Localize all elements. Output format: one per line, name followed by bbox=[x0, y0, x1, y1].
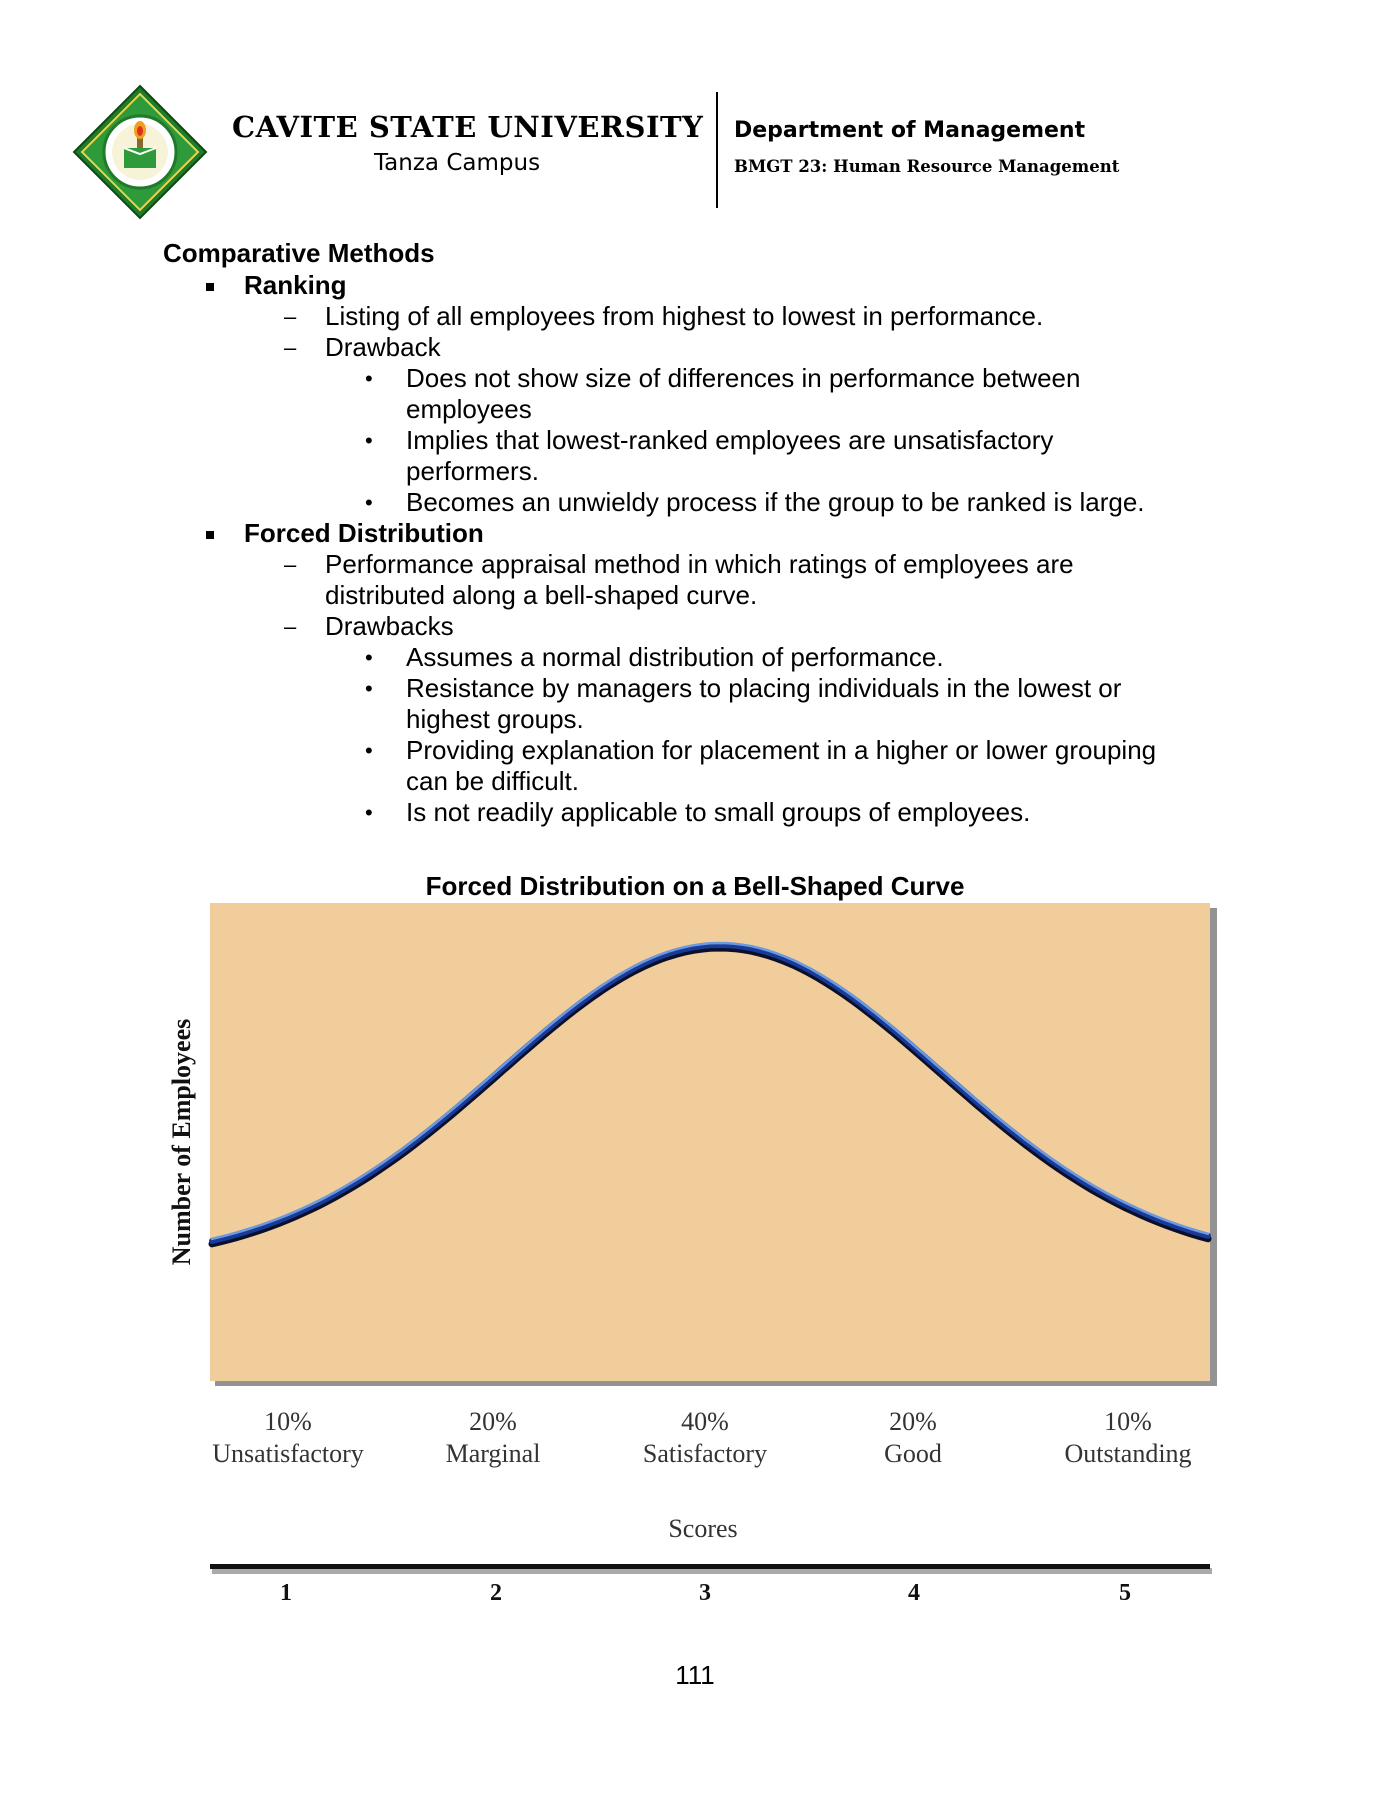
score-tick-label: 5 bbox=[1119, 1580, 1131, 1606]
forced-distribution-heading: Forced Distribution bbox=[244, 518, 484, 548]
page-number: 111 bbox=[675, 1660, 715, 1690]
dot-bullet-icon: • bbox=[365, 738, 373, 763]
y-axis-label: Number of Employees bbox=[167, 1019, 196, 1266]
score-tick-label: 4 bbox=[908, 1580, 920, 1606]
category-label: Satisfactory bbox=[643, 1439, 767, 1468]
forced-drawback-item: Is not readily applicable to small group… bbox=[406, 797, 1031, 827]
score-axis bbox=[210, 1564, 1210, 1569]
ranking-drawback-label: Drawback bbox=[325, 332, 441, 362]
ranking-definition: Listing of all employees from highest to… bbox=[325, 301, 1044, 331]
category-labels: 10% Unsatisfactory 20% Marginal 40% Satisfact… bbox=[212, 1407, 1191, 1468]
university-name: CAVITE STATE UNIVERSITY bbox=[232, 110, 704, 144]
category-label: Marginal bbox=[446, 1439, 541, 1468]
forced-drawback-item: Resistance by managers to placing indivi… bbox=[406, 673, 1122, 703]
campus-name: Tanza Campus bbox=[373, 150, 541, 176]
ranking-drawback-item: Becomes an unwieldy process if the group… bbox=[406, 487, 1145, 517]
forced-drawback-item: can be difficult. bbox=[406, 766, 579, 796]
bullet-square-icon bbox=[206, 283, 214, 291]
ranking-drawback-item: Does not show size of differences in per… bbox=[406, 363, 1081, 393]
score-labels: 1 2 3 4 5 bbox=[280, 1580, 1131, 1606]
curve-highlight bbox=[210, 941, 1210, 1241]
chart-title: Forced Distribution on a Bell-Shaped Cur… bbox=[425, 871, 965, 901]
dot-bullet-icon: • bbox=[365, 490, 373, 515]
category-label: Unsatisfactory bbox=[212, 1439, 364, 1468]
section-title: Comparative Methods bbox=[163, 238, 435, 268]
forced-definition: Performance appraisal method in which ra… bbox=[325, 549, 1074, 579]
category-percent: 40% bbox=[681, 1407, 729, 1436]
bullet-square-icon bbox=[206, 531, 214, 539]
forced-drawback-item: Assumes a normal distribution of perform… bbox=[406, 642, 944, 672]
header-divider bbox=[716, 92, 718, 208]
dash-bullet-icon: – bbox=[284, 304, 297, 329]
forced-drawback-label: Drawbacks bbox=[325, 611, 454, 641]
page-header: CAVITE STATE UNIVERSITY Tanza Campus Dep… bbox=[0, 0, 1390, 230]
category-percent: 20% bbox=[469, 1407, 517, 1436]
ranking-drawback-item: performers. bbox=[406, 456, 539, 486]
bell-curve-chart: Number of Employees 10% Unsatisfactory 20%… bbox=[167, 903, 1217, 1606]
score-tick-label: 2 bbox=[490, 1580, 502, 1606]
university-seal-icon bbox=[72, 84, 208, 220]
forced-definition: distributed along a bell-shaped curve. bbox=[325, 580, 758, 610]
forced-drawback-item: Providing explanation for placement in a… bbox=[406, 735, 1157, 765]
dot-bullet-icon: • bbox=[365, 428, 373, 453]
dot-bullet-icon: • bbox=[365, 366, 373, 391]
category-percent: 10% bbox=[264, 1407, 312, 1436]
score-tick-label: 1 bbox=[280, 1580, 292, 1606]
dot-bullet-icon: • bbox=[365, 800, 373, 825]
dash-bullet-icon: – bbox=[284, 614, 297, 639]
ranking-drawback-item: Implies that lowest-ranked employees are… bbox=[406, 425, 1054, 455]
dash-bullet-icon: – bbox=[284, 552, 297, 577]
dot-bullet-icon: • bbox=[365, 676, 373, 701]
course-title: BMGT 23: Human Resource Management bbox=[734, 157, 1120, 176]
score-tick-label: 3 bbox=[699, 1580, 711, 1606]
score-axis-shadow bbox=[212, 1568, 1212, 1574]
category-label: Outstanding bbox=[1064, 1439, 1191, 1468]
ranking-heading: Ranking bbox=[244, 270, 347, 300]
department-name: Department of Management bbox=[734, 118, 1086, 143]
ranking-drawback-item: employees bbox=[406, 394, 532, 424]
dot-bullet-icon: • bbox=[365, 645, 373, 670]
x-axis-label: Scores bbox=[668, 1514, 737, 1543]
forced-drawback-item: highest groups. bbox=[406, 704, 584, 734]
chart-panel bbox=[210, 903, 1210, 1381]
category-label: Good bbox=[884, 1439, 942, 1468]
category-percent: 10% bbox=[1104, 1407, 1152, 1436]
category-percent: 20% bbox=[889, 1407, 937, 1436]
curve-line bbox=[209, 941, 1211, 1244]
curve-group bbox=[208, 941, 1212, 1248]
dash-bullet-icon: – bbox=[284, 335, 297, 360]
